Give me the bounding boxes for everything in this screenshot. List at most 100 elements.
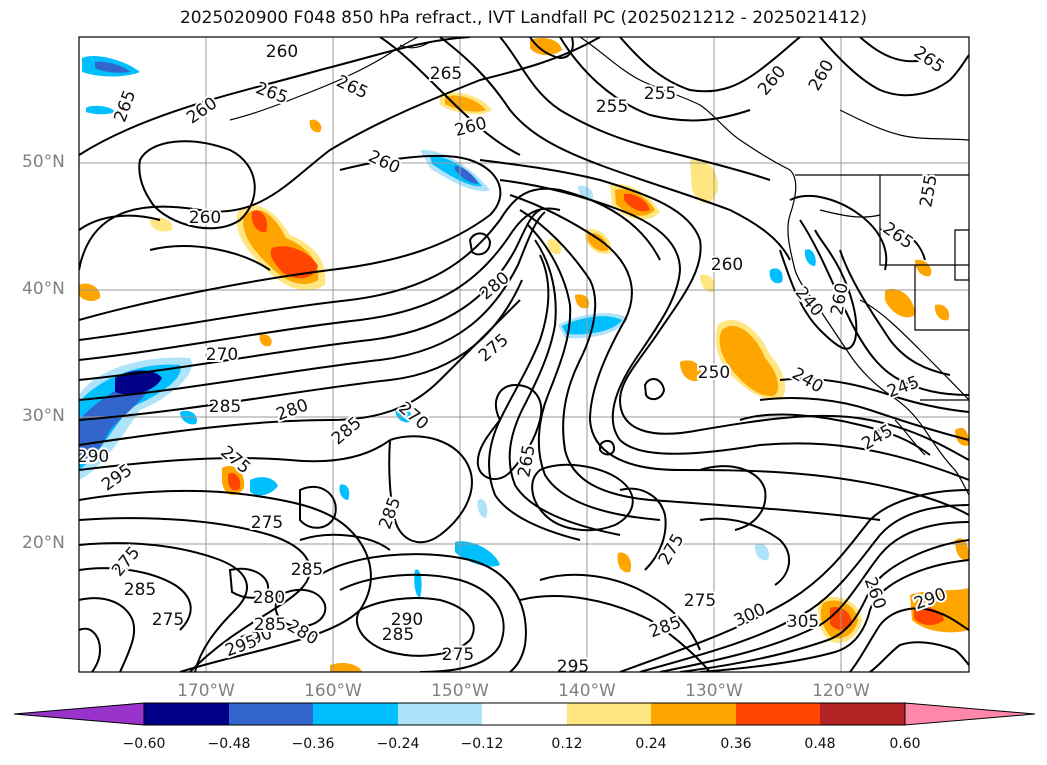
contour-line (499, 179, 969, 481)
colorbar-box (567, 703, 651, 725)
colorbar-tick-label: 0.48 (804, 736, 836, 752)
contour-line (519, 595, 711, 672)
contour-line (388, 435, 473, 544)
shade-patch (228, 472, 241, 491)
contour-line (79, 207, 561, 361)
colorbar-tick-label: −0.12 (460, 736, 504, 752)
contour-line (319, 553, 527, 672)
contour-line (599, 439, 616, 456)
contour-line (79, 489, 372, 672)
contour-line (539, 573, 701, 651)
lon-label: 140°W (558, 681, 616, 701)
contour-label: 280 (253, 588, 285, 608)
lon-label: 170°W (177, 681, 235, 701)
contour-line (531, 463, 634, 532)
coastlines (229, 37, 969, 496)
colorbar-tick-label: 0.60 (889, 736, 921, 752)
map-frame (78, 36, 970, 673)
contour-line (508, 239, 621, 536)
shade-patch (86, 105, 115, 115)
colorbar-box (482, 703, 567, 725)
map-area (79, 37, 969, 672)
contour-line (299, 533, 391, 551)
colorbar-tick-label: 0.36 (720, 736, 752, 752)
lon-label: 160°W (304, 681, 362, 701)
contour-line (379, 37, 521, 156)
coastline (579, 37, 969, 496)
shade-patch (578, 185, 594, 200)
contour-line (79, 439, 391, 471)
contour-line (149, 245, 271, 271)
shade-patch (680, 360, 702, 382)
shade-patch (414, 569, 422, 598)
shade-patch (95, 61, 130, 73)
shade-patch (330, 662, 362, 672)
contour-label: 275 (442, 645, 474, 665)
contour-label: 290 (391, 610, 423, 630)
shade-patch (180, 410, 197, 425)
contour-line (869, 641, 969, 672)
shade-patch (455, 541, 500, 567)
contour-line (79, 299, 521, 446)
contour-label: 285 (382, 625, 414, 645)
colorbar-box (144, 703, 229, 725)
lat-label: 20°N (22, 533, 65, 553)
contour-line (659, 521, 969, 672)
contour-lines (79, 37, 969, 672)
shade-patch (530, 38, 562, 56)
shade-patch (309, 119, 322, 133)
colorbar-box (820, 703, 905, 725)
shade-patch (617, 552, 632, 573)
contour-line (339, 573, 505, 672)
colorbar-tick-label: 0.24 (635, 736, 667, 752)
coastline (819, 209, 881, 218)
shade-patch (259, 334, 272, 347)
contour-line (789, 195, 888, 271)
colorbar-box (313, 703, 398, 725)
contour-label: 270 (206, 345, 238, 365)
contour-line (476, 383, 543, 480)
contour-label: 255 (596, 97, 628, 117)
colorbar-extend-min (13, 702, 145, 726)
shade-patch (575, 294, 590, 309)
contour-line (527, 224, 661, 521)
contour-line (859, 37, 926, 63)
contour-line (519, 209, 881, 521)
shade-patch (251, 210, 268, 233)
shade-patch (547, 238, 562, 255)
shaded-fields (79, 38, 969, 672)
contour-line (799, 219, 969, 396)
shade-patch (395, 406, 412, 423)
contour-line (879, 228, 926, 261)
contour-line (759, 397, 969, 441)
contour-label: 260 (266, 42, 298, 62)
contour-line (468, 232, 492, 256)
shade-patch (79, 283, 101, 302)
contour-label: 255 (644, 84, 676, 104)
lon-label: 130°W (685, 681, 743, 701)
shade-patch (115, 370, 162, 395)
contour-label: 295 (557, 657, 589, 677)
contour-line (79, 517, 311, 672)
coastline (914, 265, 969, 331)
contour-line (619, 37, 801, 93)
contour-line (79, 211, 546, 401)
figure-title: 2025020900 F048 850 hPa refract., IVT La… (179, 8, 867, 28)
shade-patch (885, 288, 915, 318)
shade-patch (769, 268, 783, 284)
shade-patch (719, 326, 779, 397)
colorbar-box (736, 703, 820, 725)
contour-line (299, 485, 337, 529)
contour-line (643, 378, 666, 401)
colorbar-tick-label: −0.60 (122, 736, 166, 752)
shade-patch (445, 95, 486, 112)
contour-label: 285 (291, 560, 323, 580)
contour-label: 305 (787, 612, 819, 632)
colorbar-box (651, 703, 736, 725)
shade-patch (477, 499, 488, 518)
contour-line (849, 607, 969, 672)
contour-line (228, 567, 270, 599)
shade-patch (588, 233, 608, 252)
shade-patch (915, 259, 932, 277)
